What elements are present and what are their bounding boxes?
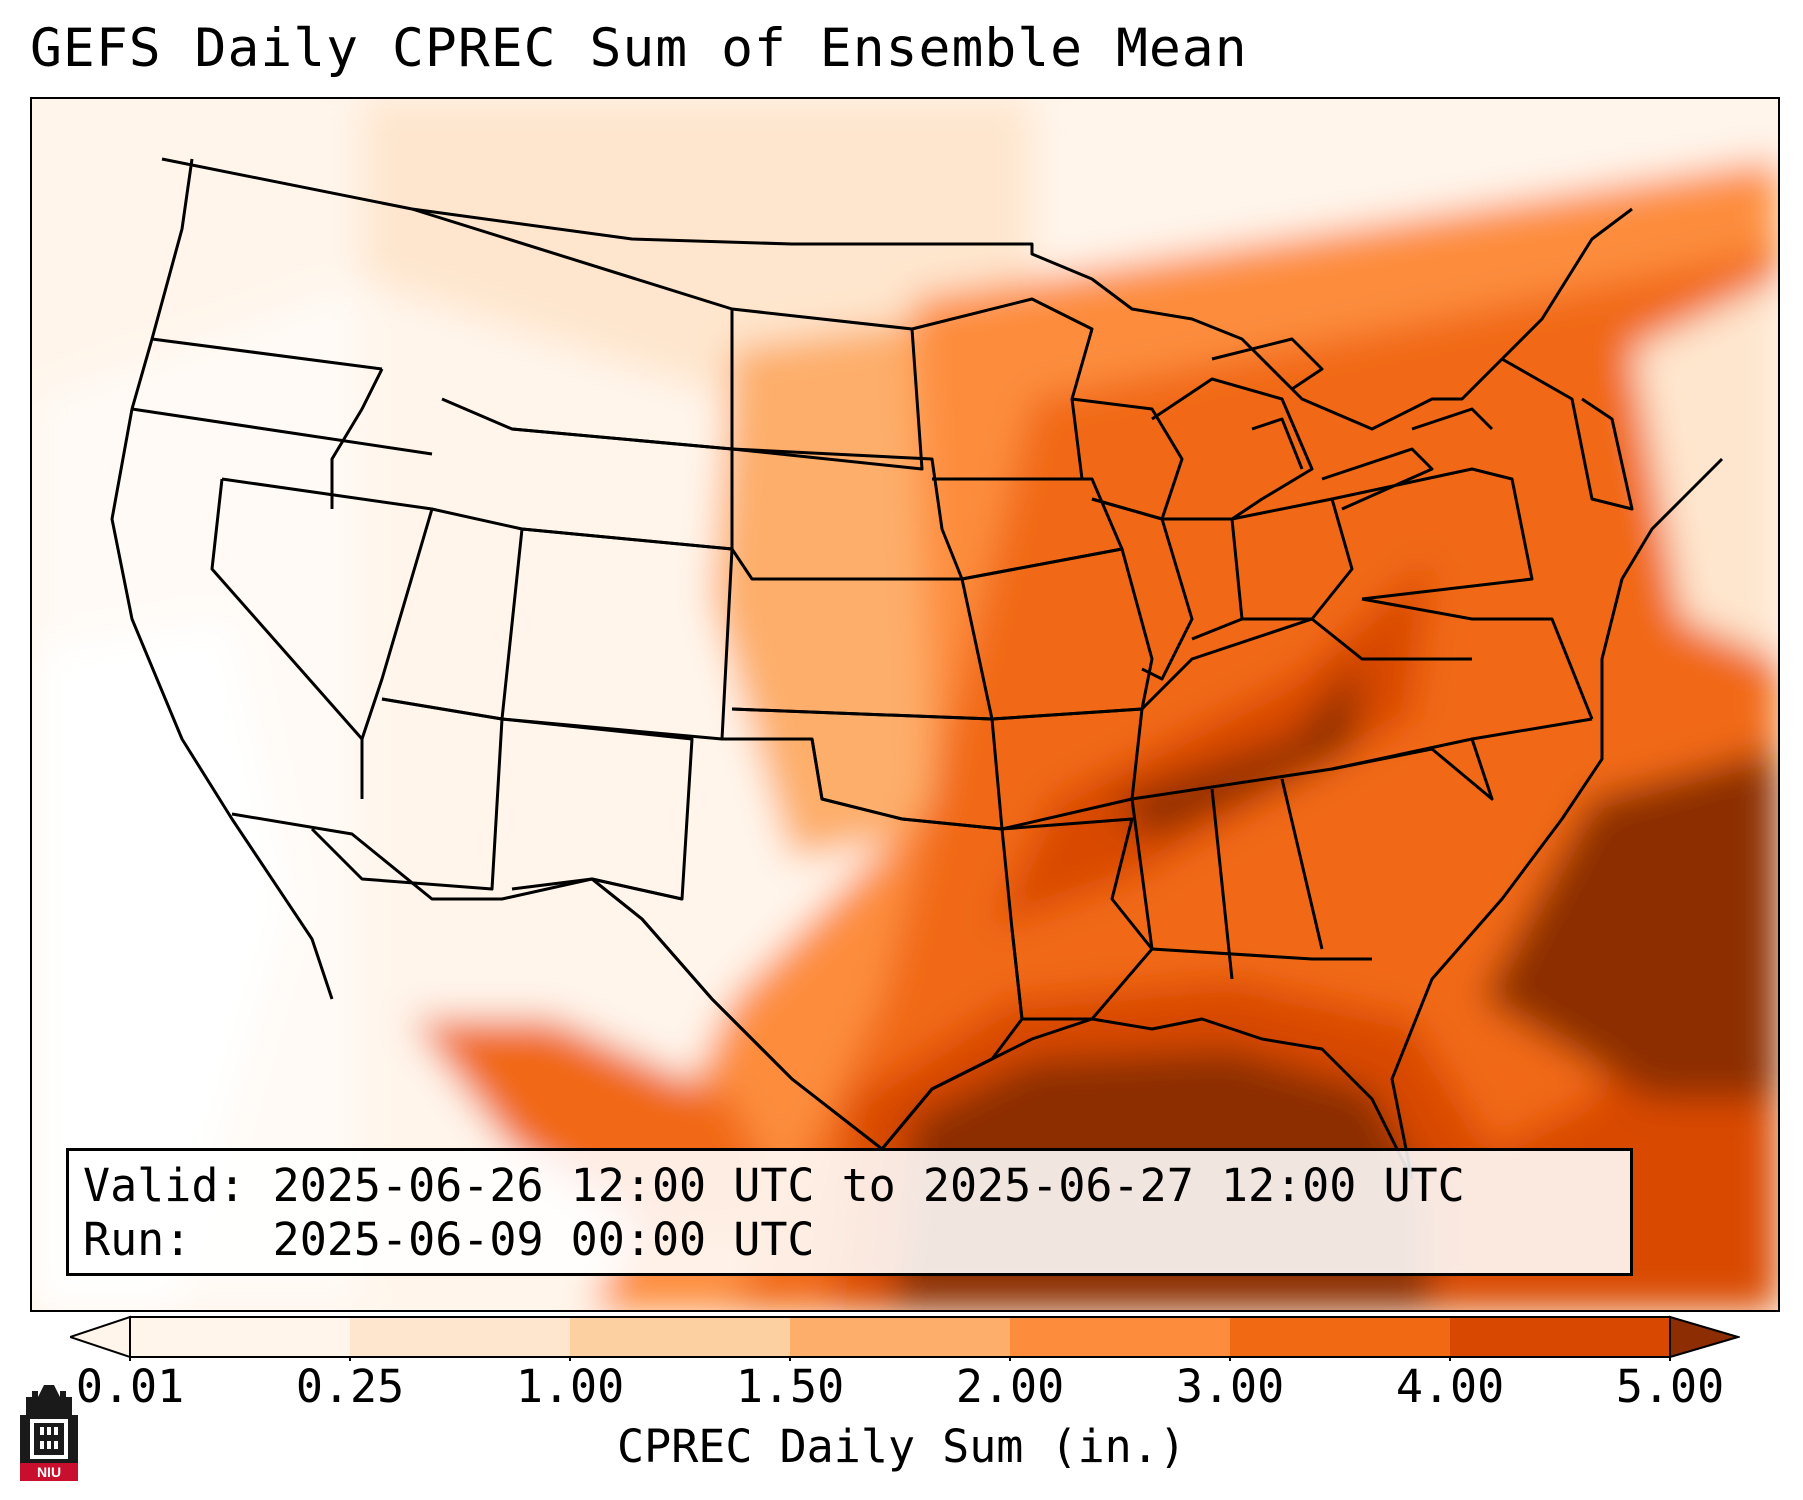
run-label: Run: xyxy=(83,1213,192,1266)
precip-field xyxy=(32,99,1778,1310)
st-ga-fl xyxy=(1151,947,1372,961)
st-ky-tn xyxy=(1140,617,1472,711)
logo-text: NIU xyxy=(37,1464,61,1480)
st-wa-or xyxy=(151,337,383,371)
colorbar xyxy=(70,1315,1740,1361)
st-nv-east xyxy=(221,477,434,740)
st-mi xyxy=(1151,377,1314,521)
colorbar-outline xyxy=(129,1316,1671,1358)
colorbar-segment xyxy=(350,1317,571,1357)
st-va xyxy=(1361,597,1594,720)
st-or-ca xyxy=(131,407,433,456)
colorbar-segment xyxy=(570,1317,791,1357)
colorbar-tick-label: 0.25 xyxy=(295,1360,405,1413)
colorbar-tick-label: 0.01 xyxy=(75,1360,185,1413)
st-az xyxy=(310,697,504,891)
map-title: GEFS Daily CPREC Sum of Ensemble Mean xyxy=(30,18,1248,79)
colorbar-label: CPREC Daily Sum (in.) xyxy=(617,1420,1186,1473)
colorbar-segment xyxy=(1010,1317,1231,1357)
colorbar-tick-label: 1.50 xyxy=(735,1360,845,1413)
st-pa-ny xyxy=(1331,467,1534,601)
st-il xyxy=(1091,497,1194,681)
niu-logo: NIU xyxy=(20,1385,78,1481)
st-ne xyxy=(730,447,964,581)
precipitation-map xyxy=(30,97,1780,1312)
st-nd-sd xyxy=(731,307,924,471)
colorbar-tick-label: 5.00 xyxy=(1615,1360,1725,1413)
colorbar-extend-low xyxy=(70,1315,131,1359)
valid-value: 2025-06-26 12:00 UTC to 2025-06-27 12:00… xyxy=(272,1159,1465,1212)
colorbar-extend-high xyxy=(1669,1315,1740,1359)
run-value: 2025-06-09 00:00 UTC xyxy=(272,1213,815,1266)
great-lakes xyxy=(1211,337,1494,511)
west-coast xyxy=(110,158,334,1000)
boundary-lines xyxy=(110,157,1724,1180)
st-tx xyxy=(590,737,1024,1151)
colorbar-tick-label: 4.00 xyxy=(1395,1360,1505,1413)
colorbar-tick-label: 2.00 xyxy=(955,1360,1065,1413)
colorbar-tick-label: 1.00 xyxy=(515,1360,625,1413)
st-oh xyxy=(1231,497,1354,621)
st-nv-ca xyxy=(210,478,364,799)
st-id-west xyxy=(330,368,384,509)
atlantic-coast xyxy=(1390,457,1724,1180)
valid-label: Valid: xyxy=(83,1159,246,1212)
st-newengland xyxy=(1501,357,1634,511)
validity-info-box: Valid: 2025-06-26 12:00 UTC to 2025-06-2… xyxy=(66,1148,1633,1276)
precip-field-svg xyxy=(32,99,1778,1310)
st-ms-al xyxy=(1130,778,1324,980)
colorbar-segment xyxy=(130,1317,351,1357)
st-in xyxy=(1162,517,1244,641)
us-canada-border xyxy=(161,157,1633,431)
st-ar xyxy=(991,707,1144,831)
logo-banner xyxy=(20,1463,78,1481)
colorbar-segment xyxy=(1230,1317,1451,1357)
colorbar-segment xyxy=(1450,1317,1671,1357)
colorbar-segment xyxy=(790,1317,1011,1357)
st-carolinas xyxy=(1331,717,1593,801)
colorbar-tick-label: 3.00 xyxy=(1175,1360,1285,1413)
